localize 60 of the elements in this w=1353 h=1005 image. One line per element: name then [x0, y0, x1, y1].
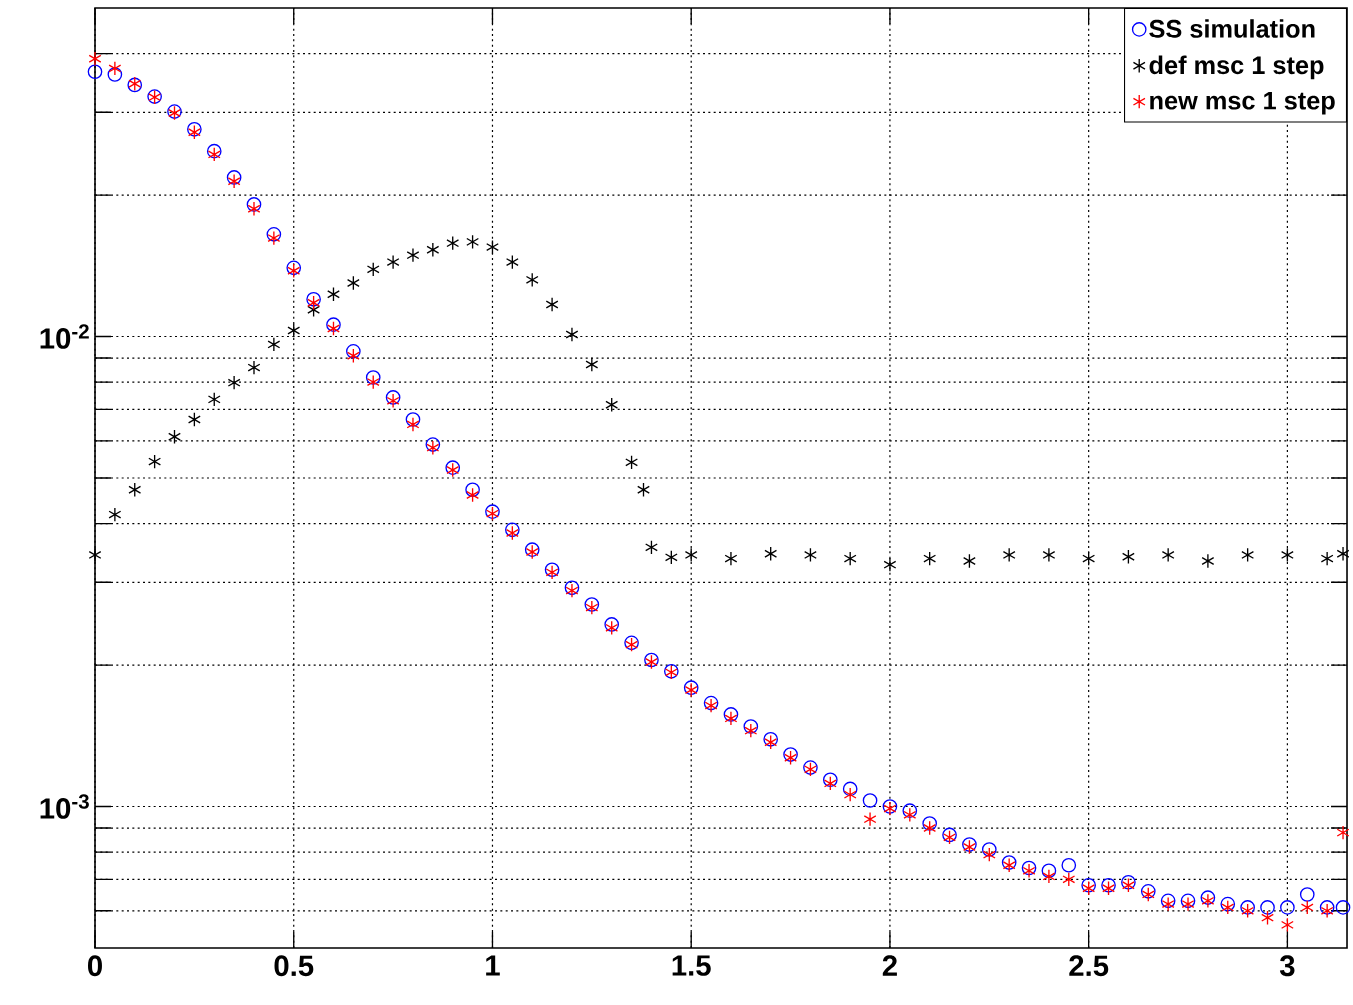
point: [664, 550, 678, 565]
point: [187, 412, 201, 427]
point: [1320, 551, 1334, 566]
y-tick-label: 10$^{-2}$: [40, 324, 89, 349]
point: [227, 375, 241, 390]
legend-label: def msc 1 step: [1149, 55, 1324, 80]
point: [962, 553, 976, 569]
point: [406, 247, 420, 263]
point: [108, 507, 122, 522]
point: [804, 547, 817, 563]
point: [247, 360, 261, 375]
point: [1121, 549, 1135, 565]
x-tick-label: 0: [88, 955, 102, 977]
point: [545, 297, 559, 312]
x-tick-label: 2.5: [1069, 955, 1109, 977]
point: [346, 275, 360, 291]
point: [148, 454, 162, 469]
point: [843, 551, 857, 566]
y-tick-label: 10$^{-3}$: [40, 794, 89, 819]
x-tick-label: 2: [882, 955, 897, 976]
point: [505, 254, 519, 270]
point: [1336, 546, 1350, 562]
point: [525, 272, 539, 288]
point: [327, 286, 340, 302]
point: [466, 234, 480, 250]
point: [637, 482, 650, 498]
point: [764, 546, 778, 562]
point: [565, 327, 579, 342]
point: [923, 551, 937, 566]
point: [1161, 547, 1175, 563]
point: [684, 547, 698, 563]
point: [585, 357, 599, 372]
point: [1241, 547, 1255, 563]
x-tick-label: 0.5: [274, 955, 314, 977]
point: [168, 429, 181, 445]
x-tick-label: 3: [1279, 955, 1295, 977]
legend-label: SS simulation: [1149, 19, 1315, 38]
point: [724, 551, 738, 566]
point: [287, 323, 301, 338]
point: [883, 557, 897, 573]
point: [366, 261, 380, 277]
point: [486, 239, 499, 255]
point: [645, 540, 658, 555]
x-tick-label: 1: [486, 955, 500, 976]
point: [128, 482, 142, 498]
point: [426, 242, 440, 258]
x-tick-label: 1.5: [672, 955, 711, 976]
point: [605, 397, 619, 413]
point: [1280, 547, 1294, 563]
point: [386, 254, 400, 270]
point: [446, 235, 460, 251]
point: [88, 547, 102, 563]
point: [267, 337, 281, 352]
point: [1042, 547, 1056, 563]
point: [207, 392, 221, 407]
point: [1002, 547, 1016, 563]
legend-label: new msc 1 step: [1150, 91, 1335, 115]
point: [1082, 551, 1096, 566]
point: [1201, 553, 1215, 569]
point: [625, 454, 639, 470]
